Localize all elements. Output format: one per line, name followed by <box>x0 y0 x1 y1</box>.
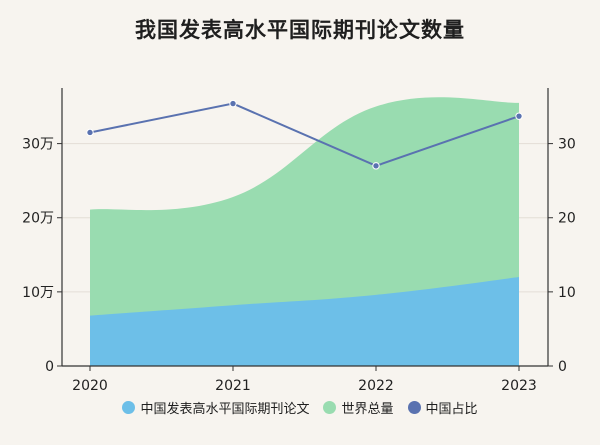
legend-swatch-world-total <box>323 401 337 414</box>
legend-label-china-share: 中国占比 <box>425 402 478 417</box>
right-tick-label-2: 20 <box>558 211 576 227</box>
axes-layer <box>57 88 553 371</box>
chart-title: 我国发表高水平国际期刊论文数量 <box>135 18 465 42</box>
legend: 中国发表高水平国际期刊论文 世界总量 中国占比 <box>0 398 600 417</box>
left-tick-label-0: 0 <box>45 359 54 375</box>
point-china-share-2021[interactable] <box>229 99 237 108</box>
point-china-share-2022[interactable] <box>372 162 380 170</box>
legend-swatch-china-share <box>407 401 421 414</box>
point-china-share-2020[interactable] <box>86 128 94 137</box>
left-tick-label-2: 20万 <box>22 211 54 227</box>
legend-item-china-share[interactable]: 中国占比 <box>407 398 478 417</box>
x-tick-label-2023: 2023 <box>501 378 537 394</box>
right-tick-label-0: 0 <box>558 359 567 375</box>
tick-labels: 0 10万 20万 30万 0 10 20 30 2020 2021 2022 2023 <box>22 137 576 394</box>
x-tick-label-2022: 2022 <box>358 378 394 394</box>
line-layer <box>86 99 523 170</box>
point-china-share-2023[interactable] <box>515 112 523 120</box>
area-china-papers[interactable] <box>90 277 519 366</box>
right-tick-label-3: 30 <box>558 137 576 153</box>
area-layer <box>90 97 519 366</box>
legend-item-china-papers[interactable]: 中国发表高水平国际期刊论文 <box>122 398 309 417</box>
x-tick-label-2021: 2021 <box>215 378 251 394</box>
legend-label-world-total: 世界总量 <box>341 402 394 417</box>
legend-label-china-papers: 中国发表高水平国际期刊论文 <box>140 402 310 417</box>
line-china-share[interactable] <box>89 102 520 167</box>
legend-swatch-china-papers <box>122 401 136 414</box>
left-tick-label-3: 30万 <box>22 137 54 153</box>
right-tick-label-1: 10 <box>558 285 576 301</box>
legend-item-world-total[interactable]: 世界总量 <box>323 398 394 417</box>
left-tick-label-1: 10万 <box>22 285 54 301</box>
x-tick-label-2020: 2020 <box>72 378 108 394</box>
